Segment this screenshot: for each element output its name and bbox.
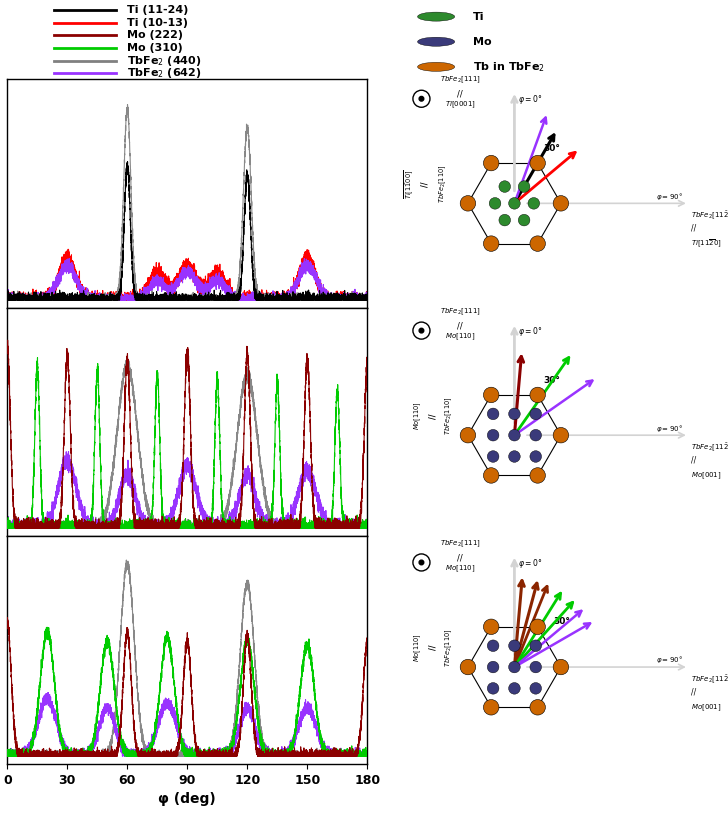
Circle shape xyxy=(418,38,455,47)
Circle shape xyxy=(509,430,521,441)
Circle shape xyxy=(530,430,542,441)
Circle shape xyxy=(509,408,521,420)
Circle shape xyxy=(530,451,542,462)
Circle shape xyxy=(460,427,475,443)
Circle shape xyxy=(483,155,499,171)
Circle shape xyxy=(487,430,499,441)
Text: 30°: 30° xyxy=(544,144,561,153)
Text: $TbFe_2[11\bar{2}]$: $TbFe_2[11\bar{2}]$ xyxy=(691,441,728,453)
Text: $TbFe_2[110]$: $TbFe_2[110]$ xyxy=(443,396,454,435)
Circle shape xyxy=(487,451,499,462)
Circle shape xyxy=(418,62,455,71)
Text: //: // xyxy=(421,181,430,187)
Text: Mo (310): Mo (310) xyxy=(127,43,183,53)
Circle shape xyxy=(509,198,521,209)
Circle shape xyxy=(518,214,530,226)
Text: $Mo[110]$: $Mo[110]$ xyxy=(412,401,423,431)
Circle shape xyxy=(530,408,542,420)
Text: $Ti[11\overline{2}0]$: $Ti[11\overline{2}0]$ xyxy=(691,238,721,250)
Circle shape xyxy=(487,640,499,651)
Text: Mo: Mo xyxy=(473,37,492,47)
Circle shape xyxy=(487,408,499,420)
Text: //: // xyxy=(691,224,696,233)
Text: $\overline{Ti[1\bar{1}00]}$: $\overline{Ti[1\bar{1}00]}$ xyxy=(403,169,416,199)
Text: $TbFe_2[111]$: $TbFe_2[111]$ xyxy=(440,538,480,549)
Text: $Mo[110]$: $Mo[110]$ xyxy=(412,633,423,662)
Text: 30°: 30° xyxy=(544,376,561,385)
Circle shape xyxy=(530,682,542,694)
Circle shape xyxy=(530,155,545,171)
Circle shape xyxy=(489,198,501,209)
Text: $Mo[110]$: $Mo[110]$ xyxy=(445,564,475,574)
Text: $TbFe_2[111]$: $TbFe_2[111]$ xyxy=(440,306,480,317)
Circle shape xyxy=(418,12,455,21)
Circle shape xyxy=(419,96,424,101)
Text: //: // xyxy=(429,413,438,418)
Circle shape xyxy=(530,387,545,403)
Circle shape xyxy=(499,214,510,226)
Text: $Mo[001]$: $Mo[001]$ xyxy=(691,471,721,481)
Text: $\varphi=90°$: $\varphi=90°$ xyxy=(656,190,683,202)
Text: Ti (10-13): Ti (10-13) xyxy=(127,18,188,28)
Text: $TbFe_2[110]$: $TbFe_2[110]$ xyxy=(438,165,448,203)
Text: $TbFe_2[111]$: $TbFe_2[111]$ xyxy=(440,74,480,85)
Circle shape xyxy=(530,661,542,673)
Circle shape xyxy=(509,661,521,673)
Circle shape xyxy=(460,659,475,675)
Text: TbFe$_2$ (440): TbFe$_2$ (440) xyxy=(127,54,202,68)
Text: //: // xyxy=(457,322,463,331)
Circle shape xyxy=(509,451,521,462)
Text: $\varphi=0°$: $\varphi=0°$ xyxy=(518,556,542,569)
Circle shape xyxy=(530,467,545,483)
Text: Mo (222): Mo (222) xyxy=(127,30,183,41)
Circle shape xyxy=(530,640,542,651)
X-axis label: φ (deg): φ (deg) xyxy=(159,792,216,806)
Circle shape xyxy=(487,661,499,673)
Circle shape xyxy=(518,181,530,192)
Circle shape xyxy=(483,467,499,483)
Text: $Mo[110]$: $Mo[110]$ xyxy=(445,332,475,342)
Text: $Mo[001]$: $Mo[001]$ xyxy=(691,703,721,713)
Circle shape xyxy=(553,659,569,675)
Circle shape xyxy=(487,682,499,694)
Text: $TbFe_2[11\bar{2}]$: $TbFe_2[11\bar{2}]$ xyxy=(691,209,728,221)
Text: $\varphi=0°$: $\varphi=0°$ xyxy=(518,325,542,337)
Circle shape xyxy=(483,699,499,715)
Circle shape xyxy=(483,619,499,635)
Circle shape xyxy=(509,640,521,651)
Circle shape xyxy=(483,387,499,403)
Text: Ti: Ti xyxy=(473,11,485,21)
Text: Ti (11-24): Ti (11-24) xyxy=(127,6,189,16)
Text: 30°: 30° xyxy=(553,618,570,627)
Text: $TbFe_2[11\bar{2}]$: $TbFe_2[11\bar{2}]$ xyxy=(691,672,728,685)
Circle shape xyxy=(483,236,499,252)
Circle shape xyxy=(509,682,521,694)
Text: $\varphi=0°$: $\varphi=0°$ xyxy=(518,93,542,106)
Circle shape xyxy=(499,181,510,192)
Circle shape xyxy=(419,328,424,333)
Text: TbFe$_2$ (642): TbFe$_2$ (642) xyxy=(127,66,202,80)
Circle shape xyxy=(419,560,424,565)
Text: //: // xyxy=(429,645,438,650)
Circle shape xyxy=(530,699,545,715)
Text: //: // xyxy=(457,90,463,99)
Text: //: // xyxy=(691,687,696,696)
Text: Tb in TbFe$_2$: Tb in TbFe$_2$ xyxy=(473,60,545,74)
Circle shape xyxy=(528,198,539,209)
Circle shape xyxy=(553,195,569,211)
Circle shape xyxy=(553,427,569,443)
Circle shape xyxy=(530,236,545,252)
Text: $\varphi=90°$: $\varphi=90°$ xyxy=(656,422,683,434)
Circle shape xyxy=(460,195,475,211)
Text: //: // xyxy=(457,553,463,563)
Text: $\varphi=90°$: $\varphi=90°$ xyxy=(656,654,683,665)
Text: //: // xyxy=(691,455,696,464)
Text: $Ti[0001]$: $Ti[0001]$ xyxy=(445,100,475,110)
Circle shape xyxy=(530,619,545,635)
Text: $TbFe_2[110]$: $TbFe_2[110]$ xyxy=(443,628,454,667)
